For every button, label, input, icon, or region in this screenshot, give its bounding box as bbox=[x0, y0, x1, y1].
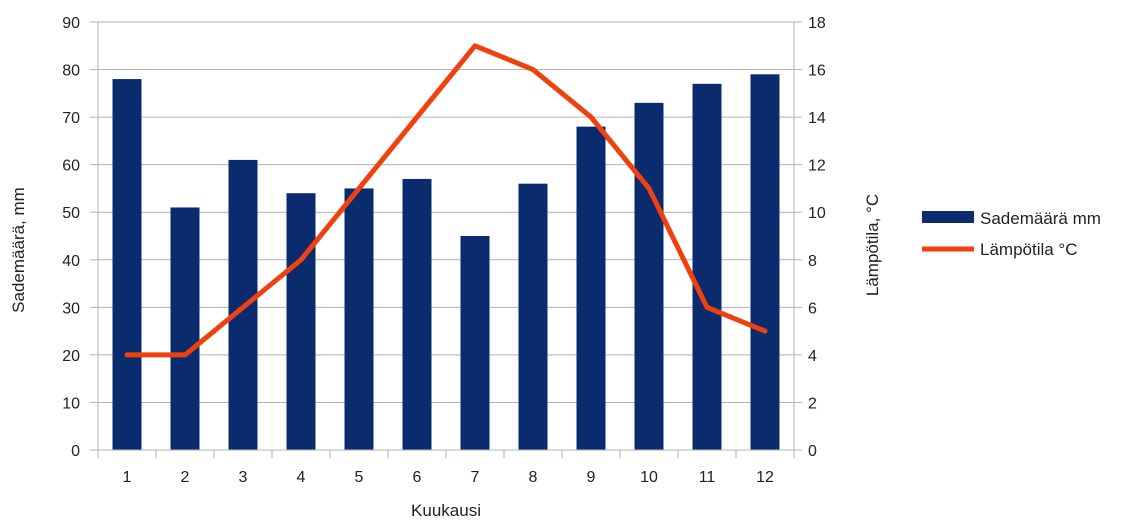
right-tick-label: 10 bbox=[808, 205, 826, 222]
x-tick-label: 12 bbox=[756, 469, 774, 486]
bar-month-8 bbox=[518, 183, 548, 450]
bar-month-12 bbox=[750, 74, 780, 451]
left-tick-label: 50 bbox=[62, 205, 80, 222]
bar-month-10 bbox=[634, 102, 664, 450]
right-tick-label: 18 bbox=[808, 15, 826, 32]
line-series bbox=[124, 43, 768, 358]
legend-label-temperature: Lämpötila °C bbox=[980, 240, 1078, 259]
x-tick-label: 5 bbox=[355, 469, 364, 486]
x-tick-label: 8 bbox=[529, 469, 538, 486]
temperature-line bbox=[124, 43, 768, 358]
grid-lines bbox=[98, 21, 794, 403]
x-tick-label: 11 bbox=[699, 469, 716, 486]
bar-month-4 bbox=[286, 193, 316, 450]
bar-series bbox=[112, 74, 780, 451]
legend-label-rainfall: Sademäärä mm bbox=[980, 209, 1101, 228]
x-axis-title: Kuukausi bbox=[411, 501, 481, 520]
x-tick-label: 4 bbox=[297, 469, 306, 486]
bar-month-1 bbox=[112, 79, 142, 451]
right-tick-label: 0 bbox=[808, 443, 817, 460]
left-tick-label: 30 bbox=[62, 300, 80, 317]
bar-month-6 bbox=[402, 178, 432, 450]
right-tick-label: 12 bbox=[808, 158, 826, 175]
y2-axis-title: Lämpötila, °C bbox=[863, 194, 882, 296]
right-tick-label: 14 bbox=[808, 110, 826, 127]
left-tick-label: 60 bbox=[62, 158, 80, 175]
left-tick-label: 70 bbox=[62, 110, 80, 127]
x-tick-label: 1 bbox=[123, 469, 132, 486]
x-tick-label: 7 bbox=[471, 469, 480, 486]
right-tick-label: 2 bbox=[808, 395, 817, 412]
right-tick-label: 4 bbox=[808, 348, 817, 365]
left-tick-label: 80 bbox=[62, 63, 80, 80]
x-axis-ticks: 1 2 3 4 5 6 7 8 9 10 11 12 bbox=[97, 450, 795, 486]
right-axis-ticks: 0 2 4 6 8 10 12 14 16 18 bbox=[794, 15, 826, 460]
left-tick-label: 20 bbox=[62, 348, 80, 365]
bar-month-7 bbox=[460, 236, 490, 450]
bar-month-2 bbox=[170, 207, 200, 450]
x-tick-label: 3 bbox=[239, 469, 248, 486]
legend-swatch-rainfall bbox=[922, 211, 974, 223]
left-tick-label: 90 bbox=[62, 15, 80, 32]
right-tick-label: 6 bbox=[808, 300, 817, 317]
left-tick-label: 40 bbox=[62, 253, 80, 270]
left-axis-ticks: 0 10 20 30 40 50 60 70 80 90 bbox=[62, 15, 98, 460]
bar-month-5 bbox=[344, 188, 374, 450]
y-axis-title: Sademäärä, mm bbox=[9, 187, 28, 313]
right-tick-label: 8 bbox=[808, 253, 817, 270]
left-tick-label: 0 bbox=[71, 443, 80, 460]
x-tick-label: 10 bbox=[640, 469, 658, 486]
x-tick-label: 2 bbox=[181, 469, 190, 486]
bar-month-11 bbox=[692, 83, 722, 451]
x-tick-label: 6 bbox=[413, 469, 422, 486]
right-tick-label: 16 bbox=[808, 63, 826, 80]
legend: Sademäärä mm Lämpötila °C bbox=[922, 209, 1101, 259]
axes bbox=[97, 22, 795, 451]
x-tick-label: 9 bbox=[587, 469, 596, 486]
bar-month-9 bbox=[576, 126, 606, 450]
left-tick-label: 10 bbox=[62, 395, 80, 412]
